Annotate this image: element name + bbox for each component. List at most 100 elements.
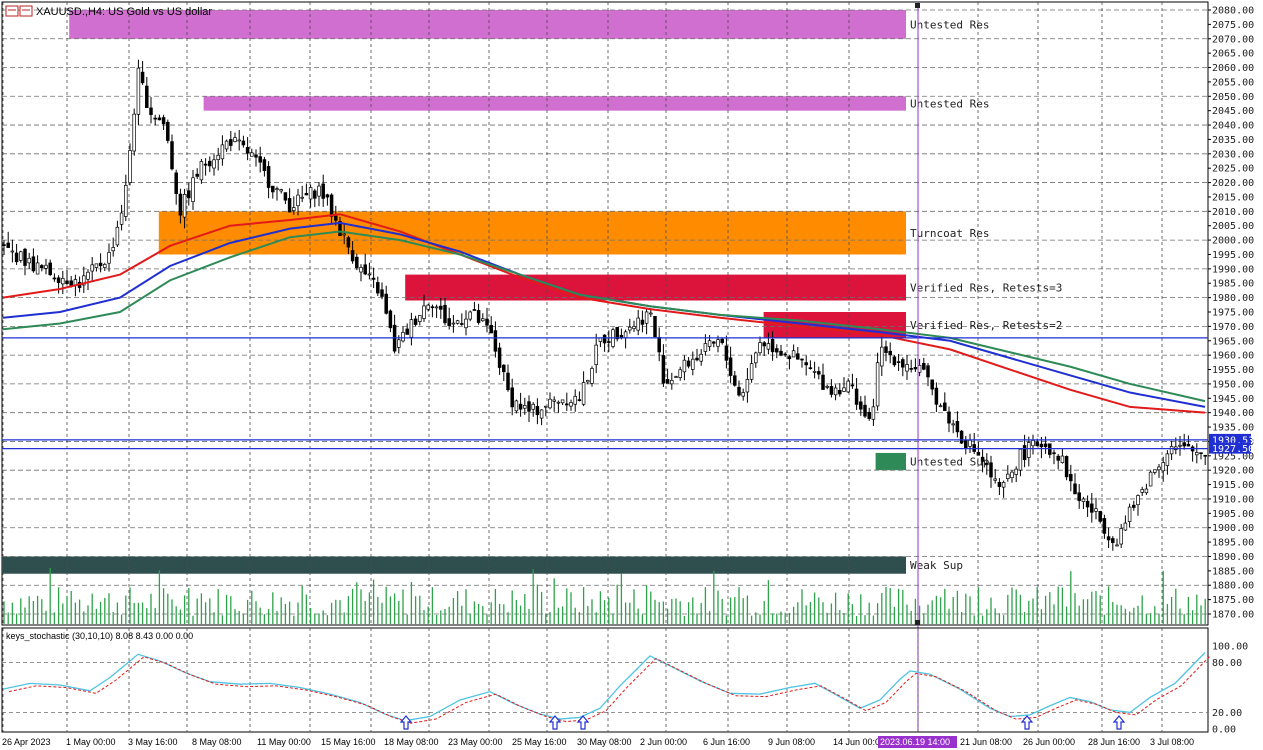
zone-label: Verified Res, Retests=3: [910, 282, 1062, 295]
candle-body: [166, 121, 170, 141]
chart-title: XAUUSD.,H4: US Gold vs US dollar: [36, 6, 212, 18]
buy-arrow-icon: [399, 715, 413, 730]
price-tag: [1209, 433, 1251, 445]
candle-body: [266, 166, 271, 188]
zone-label: Untested Sup: [910, 456, 989, 469]
candle-body: [157, 117, 162, 121]
candle-body: [40, 265, 44, 269]
candle-body: [850, 384, 855, 387]
sr-zone: [405, 274, 906, 301]
candle-body: [959, 430, 964, 444]
time-tick-label: 11 May 00:00: [257, 737, 311, 747]
candle-body: [98, 262, 103, 267]
candle-body: [1199, 452, 1203, 455]
time-tick-label: 3 Jul 08:00: [1150, 737, 1194, 747]
candle-body: [460, 323, 464, 325]
candle-body: [1006, 473, 1010, 479]
indicator-title: keys_stochastic (30,10,10) 8.08 8.43 0.0…: [6, 631, 193, 641]
time-tick-label: 26 Jun 00:00: [1023, 737, 1075, 747]
indicator-tick-label: 20.00: [1212, 708, 1242, 719]
price-axis: 2080.00 2075.00 2070.00 2065.00 2060.00 2055.…: [1208, 6, 1254, 621]
candle-body: [691, 358, 695, 370]
zone-labels: Untested Res Untested Res Turncoat Res Veri…: [910, 18, 1062, 572]
indicator-grid: [2, 628, 1208, 732]
price-tick-label: 1995.00: [1212, 250, 1254, 261]
zone-label: Untested Res: [910, 97, 989, 110]
stochastic-signal-line: [8, 654, 1212, 724]
candle-body: [531, 403, 535, 410]
price-tick-label: 2075.00: [1212, 20, 1254, 31]
candle-body: [304, 192, 309, 196]
time-tick-label: 23 May 00:00: [448, 737, 503, 747]
candle-body: [863, 404, 867, 417]
candle-body: [6, 242, 10, 248]
candle-body: [241, 140, 246, 146]
candle-body: [607, 341, 611, 343]
candle-body: [371, 277, 376, 280]
candle-body: [23, 248, 27, 266]
candle-body: [838, 389, 842, 395]
sr-zone: [2, 556, 906, 574]
candle-body: [485, 318, 489, 326]
indicator-panel[interactable]: [1, 627, 1209, 733]
candle-body: [859, 401, 863, 410]
candle-body: [145, 85, 149, 109]
price-tick-label: 2005.00: [1212, 221, 1254, 232]
candle-body: [1153, 469, 1157, 473]
candle-body: [124, 184, 128, 217]
candle-body: [212, 159, 216, 169]
candle-body: [581, 382, 586, 405]
main-price-panel[interactable]: [1, 1, 1209, 626]
candle-body: [1119, 528, 1123, 545]
candle-body: [1127, 506, 1132, 522]
candle-body: [464, 318, 468, 329]
price-tick-label: 2020.00: [1212, 178, 1254, 189]
candle-body: [195, 173, 199, 177]
candle-body: [502, 364, 506, 373]
candle-body: [670, 380, 674, 385]
time-tick-label: 6 Jun 16:00: [703, 737, 750, 747]
candle-body: [1077, 492, 1081, 501]
candle-body: [590, 368, 594, 384]
horizontal-levels[interactable]: [2, 337, 1208, 450]
candle-body: [968, 440, 972, 447]
sr-zone: [158, 211, 907, 255]
time-tick-label: 21 Jun 08:00: [960, 737, 1012, 747]
candle-body: [682, 359, 687, 373]
candle-body: [758, 342, 762, 354]
candle-body: [976, 451, 981, 456]
candle-body: [749, 363, 754, 380]
candle-body: [94, 263, 99, 268]
price-tick-label: 2035.00: [1212, 135, 1254, 146]
price-tick-label: 1920.00: [1212, 466, 1254, 477]
candle-body: [140, 71, 145, 84]
candle-body: [132, 113, 136, 152]
candle-body: [174, 172, 178, 194]
candle-body: [989, 462, 993, 478]
chart-window-icon: [5, 5, 33, 17]
candle-body: [548, 398, 552, 409]
candle-body: [808, 367, 813, 370]
candle-body: [934, 387, 939, 405]
candle-body: [846, 380, 850, 393]
zone-label: Verified Res, Retests=2: [910, 319, 1062, 332]
candle-body: [951, 423, 955, 426]
candle-body: [325, 194, 330, 198]
candle-body: [539, 409, 544, 419]
price-tick-label: 1880.00: [1212, 581, 1254, 592]
candle-body: [170, 141, 174, 170]
candle-body: [1148, 471, 1153, 487]
candle-body: [955, 421, 960, 433]
candle-body: [901, 359, 905, 368]
candle-body: [905, 364, 909, 372]
price-tick-label: 1980.00: [1212, 293, 1254, 304]
candle-body: [518, 403, 523, 410]
candle-body: [1022, 445, 1027, 461]
separator-bottom-marker: [915, 620, 920, 625]
candle-body: [233, 137, 237, 142]
zone-label: Untested Res: [910, 18, 989, 31]
candle-body: [317, 185, 321, 197]
candle-body: [468, 311, 472, 320]
period-separator-line[interactable]: [915, 2, 920, 732]
